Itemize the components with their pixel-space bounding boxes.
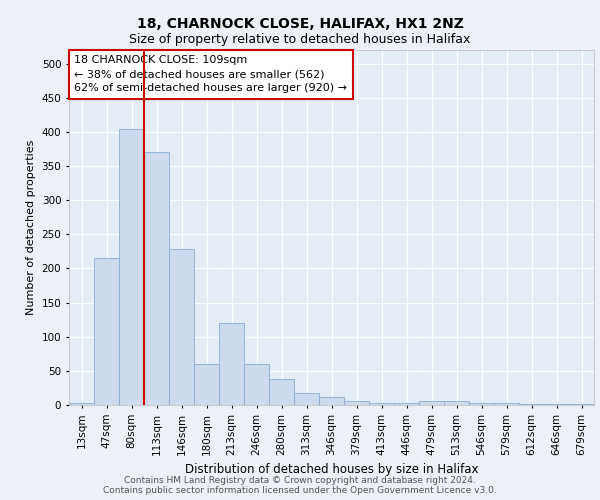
Bar bbox=[294, 394, 319, 405]
Y-axis label: Number of detached properties: Number of detached properties bbox=[26, 140, 36, 315]
Bar bbox=[494, 403, 519, 405]
Bar bbox=[394, 403, 419, 405]
Bar bbox=[269, 379, 294, 405]
Text: Contains public sector information licensed under the Open Government Licence v3: Contains public sector information licen… bbox=[103, 486, 497, 495]
Bar bbox=[519, 404, 544, 405]
Bar bbox=[444, 401, 469, 405]
Bar bbox=[119, 128, 144, 405]
Bar bbox=[544, 404, 569, 405]
Bar bbox=[219, 323, 244, 405]
Bar bbox=[369, 403, 394, 405]
Text: 18, CHARNOCK CLOSE, HALIFAX, HX1 2NZ: 18, CHARNOCK CLOSE, HALIFAX, HX1 2NZ bbox=[137, 18, 463, 32]
Bar bbox=[319, 397, 344, 405]
Bar bbox=[144, 152, 169, 405]
Bar bbox=[244, 364, 269, 405]
X-axis label: Distribution of detached houses by size in Halifax: Distribution of detached houses by size … bbox=[185, 463, 478, 476]
Bar bbox=[469, 403, 494, 405]
Bar bbox=[419, 401, 444, 405]
Bar bbox=[569, 404, 594, 405]
Text: Size of property relative to detached houses in Halifax: Size of property relative to detached ho… bbox=[130, 32, 470, 46]
Text: Contains HM Land Registry data © Crown copyright and database right 2024.: Contains HM Land Registry data © Crown c… bbox=[124, 476, 476, 485]
Bar bbox=[169, 250, 194, 405]
Bar bbox=[69, 403, 94, 405]
Bar bbox=[194, 364, 219, 405]
Bar bbox=[344, 401, 369, 405]
Text: 18 CHARNOCK CLOSE: 109sqm
← 38% of detached houses are smaller (562)
62% of semi: 18 CHARNOCK CLOSE: 109sqm ← 38% of detac… bbox=[74, 56, 347, 94]
Bar bbox=[94, 258, 119, 405]
